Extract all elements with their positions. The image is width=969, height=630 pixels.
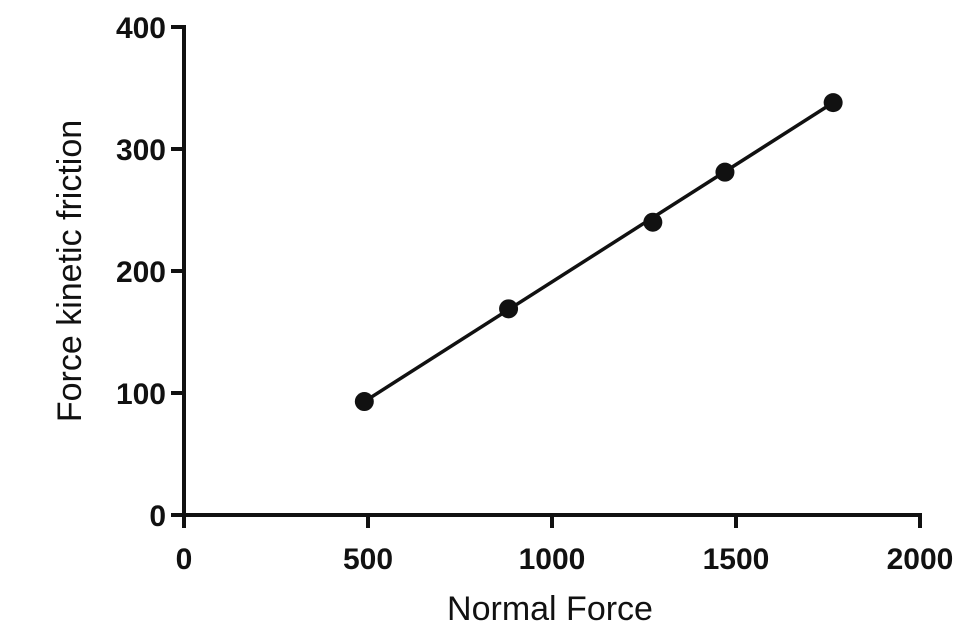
y-tick-label: 300 xyxy=(116,134,166,167)
data-point xyxy=(643,212,663,232)
axes: 0 500 1000 1500 2000 0 100 200 300 400 xyxy=(116,12,953,576)
y-tick-label: 100 xyxy=(116,378,166,411)
x-axis-ticks: 0 500 1000 1500 2000 xyxy=(176,515,954,576)
data-point xyxy=(823,93,843,113)
y-tick-label: 200 xyxy=(116,256,166,289)
trend-line xyxy=(363,101,835,404)
x-tick-label: 2000 xyxy=(887,543,954,576)
y-axis-title: Force kinetic friction xyxy=(51,120,89,422)
y-axis-ticks: 0 100 200 300 400 xyxy=(116,12,184,533)
plot-area xyxy=(354,93,843,412)
x-tick-label: 0 xyxy=(176,543,193,576)
data-point xyxy=(354,392,374,412)
data-point xyxy=(499,299,519,319)
x-tick-label: 1500 xyxy=(703,543,770,576)
x-tick-label: 1000 xyxy=(519,543,586,576)
x-tick-label: 500 xyxy=(343,543,393,576)
y-tick-label: 400 xyxy=(116,12,166,45)
x-axis-title: Normal Force xyxy=(447,590,653,628)
y-tick-label: 0 xyxy=(149,500,166,533)
data-point xyxy=(715,162,735,182)
